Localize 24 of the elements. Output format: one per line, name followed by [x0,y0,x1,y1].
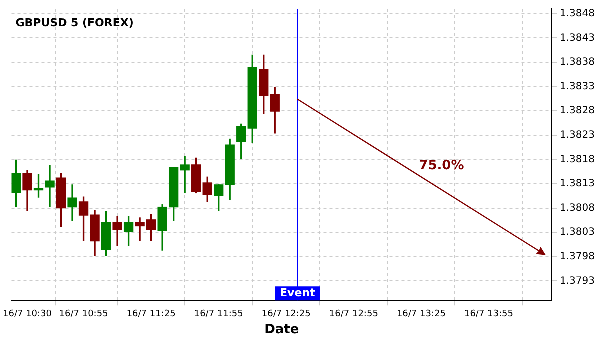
y-tick-label: 1.3803 [560,227,596,238]
x-axis-title: Date [264,322,300,338]
x-tick-label: 16/7 12:25 [262,309,311,320]
annotation: 75.0% [419,158,464,174]
x-tick-label: 16/7 12:55 [329,309,378,320]
x-tick-label: 16/7 10:30 [2,309,52,320]
x-tick-label: 16/7 11:25 [126,309,176,320]
y-tick-label: 1.3838 [560,57,596,68]
y-tick-label: 1.3848 [560,8,596,20]
text: GBPUSD 5 (FOREX) [16,16,134,30]
y-tick-label: 1.3828 [560,106,596,117]
y-tick-label: 1.3793 [560,276,596,287]
y-tick-label: 1.3798 [560,251,596,262]
x-tick-label: 16/7 13:55 [464,309,514,320]
y-tick-label: 1.3808 [560,202,596,214]
x-tick-label: 16/7 13:25 [396,309,446,320]
y-tick-label: 1.3843 [560,32,596,44]
y-tick-label: 1.3818 [560,154,596,166]
y-tick-label: 1.3823 [560,130,596,141]
x-tick-label: 16/7 11:55 [194,309,244,320]
x-tick-label: 16/7 10:55 [59,309,108,320]
ref-line-label: Event [280,286,316,300]
y-tick-label: 1.3813 [560,178,596,190]
y-tick-label: 1.3833 [560,81,596,92]
